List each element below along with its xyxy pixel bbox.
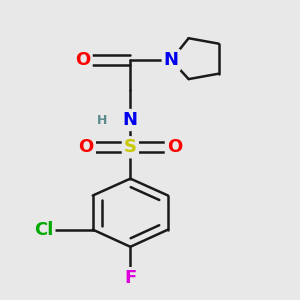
Text: N: N xyxy=(164,51,179,69)
Text: N: N xyxy=(123,111,138,129)
Text: O: O xyxy=(79,138,94,156)
Text: Cl: Cl xyxy=(34,220,53,238)
Text: H: H xyxy=(98,113,108,127)
Text: O: O xyxy=(75,51,91,69)
Text: F: F xyxy=(124,269,136,287)
Text: O: O xyxy=(167,138,182,156)
Text: S: S xyxy=(124,138,137,156)
